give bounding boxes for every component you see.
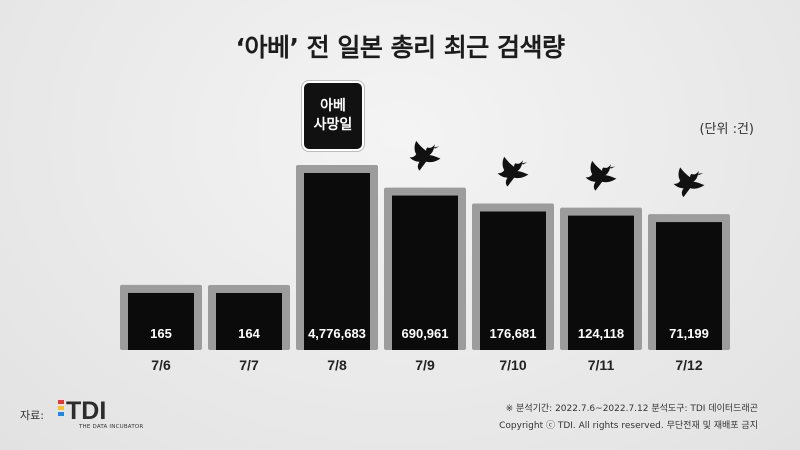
bar	[568, 215, 634, 350]
analysis-period-note: ※ 분석기간: 2022.7.6~2022.7.12 분석도구: TDI 데이터…	[505, 404, 758, 414]
bar-value-label: 165	[150, 326, 172, 341]
dove-icon	[585, 160, 617, 191]
bar	[392, 195, 458, 350]
dove-icon	[409, 140, 441, 171]
tdi-logo: TDI	[58, 397, 106, 425]
bar-group-7-9: 690,961 7/9	[384, 187, 466, 373]
badge-line-2: 사망일	[313, 117, 353, 133]
bar-group-7-8: 4,776,683 7/8	[296, 165, 378, 373]
bar-group-7-6: 165 7/6	[120, 284, 202, 373]
bar-group-7-11: 124,118 7/11	[560, 207, 642, 373]
x-tick-label: 7/11	[588, 357, 615, 373]
bar-value-label: 71,199	[669, 326, 709, 341]
bar-group-7-7: 164 7/7	[208, 285, 290, 373]
badge-line-1: 아베	[320, 98, 346, 114]
x-tick-label: 7/8	[327, 357, 347, 373]
x-tick-label: 7/12	[675, 357, 702, 373]
x-tick-label: 7/9	[415, 357, 435, 373]
bar-value-label: 164	[238, 326, 260, 341]
death-day-badge: 아베 사망일	[302, 81, 364, 151]
bar-group-7-10: 176,681 7/10	[472, 203, 554, 373]
bar	[128, 292, 194, 350]
bar-value-label: 4,776,683	[308, 326, 366, 341]
chart-title: ‘아베’ 전 일본 총리 최근 검색량	[235, 33, 565, 62]
bar	[304, 173, 370, 350]
x-tick-label: 7/7	[239, 357, 259, 373]
source-label: 자료:	[20, 409, 44, 422]
dove-icon	[497, 156, 529, 187]
bar	[656, 222, 722, 350]
dove-icon	[673, 167, 705, 198]
bar-group-7-12: 71,199 7/12	[648, 214, 730, 373]
x-tick-label: 7/10	[499, 357, 526, 373]
copyright-note: Copyright ⓒ TDI. All rights reserved. 무단…	[499, 421, 758, 431]
x-tick-label: 7/6	[151, 357, 171, 373]
logo-subtitle: THE DATA INCUBATOR	[79, 424, 144, 430]
logo-text: TDI	[66, 397, 106, 425]
unit-label: (단위 :건)	[699, 122, 754, 137]
bar-value-label: 124,118	[578, 326, 624, 341]
bar-value-label: 690,961	[402, 326, 449, 341]
bar	[480, 211, 546, 350]
bar	[216, 293, 282, 350]
bar-value-label: 176,681	[490, 326, 537, 341]
